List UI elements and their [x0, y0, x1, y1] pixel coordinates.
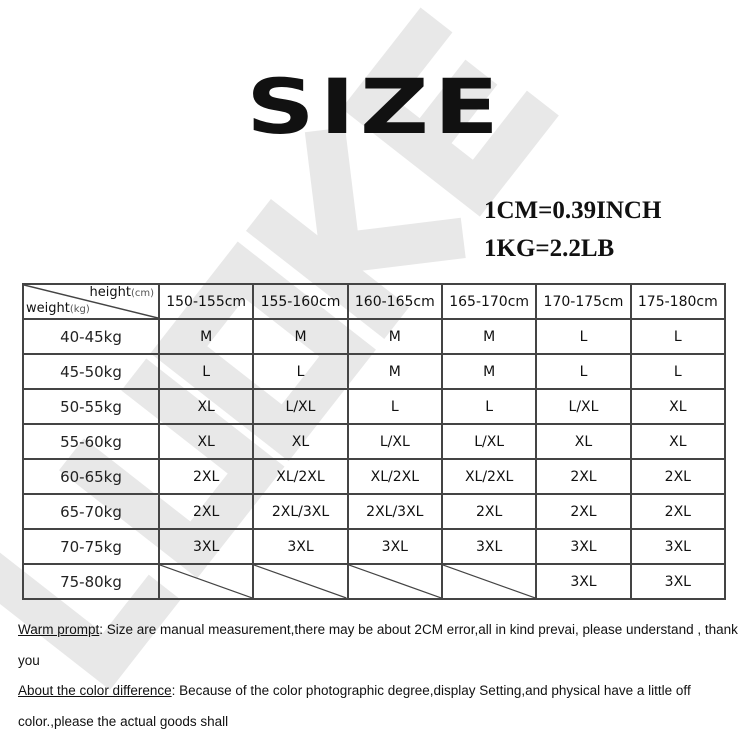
size-cell: 2XL/3XL [346, 493, 443, 530]
size-cell: L [629, 318, 727, 355]
size-cell: L/XL [440, 423, 538, 460]
diagonal-line [349, 565, 441, 598]
weight-cell: 65-70kg [22, 493, 160, 530]
size-cell: L [157, 353, 255, 390]
weight-cell: 45-50kg [22, 353, 160, 390]
size-cell: XL [157, 423, 255, 460]
size-cell: 3XL [252, 528, 349, 565]
weight-cell: 70-75kg [22, 528, 160, 565]
weight-cell: 60-65kg [22, 458, 160, 495]
size-cell: L/XL [252, 388, 349, 425]
empty-cell [346, 563, 443, 600]
size-cell: XL [629, 388, 727, 425]
size-cell: 3XL [535, 528, 632, 565]
table-row: 60-65kg 2XL XL/2XL XL/2XL XL/2XL 2XL 2XL [22, 458, 727, 495]
weight-label: weight(kg) [26, 301, 90, 316]
size-cell: M [346, 318, 443, 355]
size-cell: 3XL [535, 563, 632, 600]
size-cell: 3XL [629, 528, 727, 565]
size-cell: L [346, 388, 443, 425]
empty-cell [440, 563, 538, 600]
page-title: SIZE [246, 62, 504, 151]
table-row: 65-70kg 2XL 2XL/3XL 2XL/3XL 2XL 2XL 2XL [22, 493, 727, 530]
table-header-row: height(cm) weight(kg) 150-155cm 155-160cm… [22, 283, 727, 320]
size-cell: L/XL [346, 423, 443, 460]
color-difference-note: About the color difference: Because of t… [18, 683, 691, 729]
size-cell: XL/2XL [252, 458, 349, 495]
column-header: 160-165cm [346, 283, 443, 320]
empty-cell [252, 563, 349, 600]
size-cell: 3XL [440, 528, 538, 565]
table-row: 75-80kg 3XL 3XL [22, 563, 727, 600]
size-cell: 3XL [629, 563, 727, 600]
table-row: 55-60kg XL XL L/XL L/XL XL XL [22, 423, 727, 460]
size-cell: XL [535, 423, 632, 460]
size-cell: 2XL [157, 458, 255, 495]
empty-cell [157, 563, 255, 600]
table-row: 45-50kg L L M M L L [22, 353, 727, 390]
size-cell: 2XL [629, 458, 727, 495]
column-header: 175-180cm [629, 283, 727, 320]
size-chart-table: height(cm) weight(kg) 150-155cm 155-160cm… [22, 283, 727, 600]
size-cell: 3XL [346, 528, 443, 565]
size-cell: M [440, 353, 538, 390]
size-cell: 2XL [157, 493, 255, 530]
kg-lb-conversion: 1KG=2.2LB [484, 235, 615, 262]
diagonal-line [160, 565, 252, 598]
size-cell: L [535, 318, 632, 355]
column-header: 170-175cm [535, 283, 632, 320]
column-header: 150-155cm [157, 283, 255, 320]
column-header: 165-170cm [440, 283, 538, 320]
size-cell: L [535, 353, 632, 390]
notes: Warm prompt: Size are manual measurement… [18, 615, 743, 737]
warm-prompt-note: Warm prompt: Size are manual measurement… [18, 622, 738, 668]
size-cell: 2XL [440, 493, 538, 530]
diagonal-line [254, 565, 346, 598]
table-row: 70-75kg 3XL 3XL 3XL 3XL 3XL 3XL [22, 528, 727, 565]
size-cell: M [346, 353, 443, 390]
size-cell: M [252, 318, 349, 355]
column-header: 155-160cm [252, 283, 349, 320]
corner-cell: height(cm) weight(kg) [22, 283, 160, 320]
table-row: 40-45kg M M M M L L [22, 318, 727, 355]
diagonal-line [443, 565, 535, 598]
size-cell: XL [252, 423, 349, 460]
size-cell: L [629, 353, 727, 390]
weight-cell: 40-45kg [22, 318, 160, 355]
diagonal-line [24, 285, 158, 318]
weight-cell: 50-55kg [22, 388, 160, 425]
size-cell: 2XL [629, 493, 727, 530]
size-cell: L/XL [535, 388, 632, 425]
size-cell: M [157, 318, 255, 355]
cm-inch-conversion: 1CM=0.39INCH [484, 197, 662, 224]
size-cell: XL [629, 423, 727, 460]
height-label: height(cm) [89, 285, 154, 300]
size-cell: 2XL [535, 458, 632, 495]
size-cell: 2XL [535, 493, 632, 530]
size-cell: L [252, 353, 349, 390]
size-cell: L [440, 388, 538, 425]
size-cell: 2XL/3XL [252, 493, 349, 530]
weight-cell: 55-60kg [22, 423, 160, 460]
size-cell: XL/2XL [440, 458, 538, 495]
weight-cell: 75-80kg [22, 563, 160, 600]
size-cell: XL/2XL [346, 458, 443, 495]
size-cell: 3XL [157, 528, 255, 565]
size-cell: M [440, 318, 538, 355]
table-row: 50-55kg XL L/XL L L L/XL XL [22, 388, 727, 425]
size-cell: XL [157, 388, 255, 425]
